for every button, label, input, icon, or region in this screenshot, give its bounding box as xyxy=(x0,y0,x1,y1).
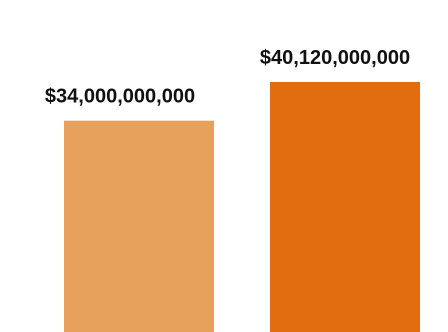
bar-1-value-label: $34,000,000,000 xyxy=(45,86,195,108)
bar-2-value-label: $40,120,000,000 xyxy=(260,47,410,69)
bar-1 xyxy=(64,121,214,332)
bar-2 xyxy=(270,82,420,332)
